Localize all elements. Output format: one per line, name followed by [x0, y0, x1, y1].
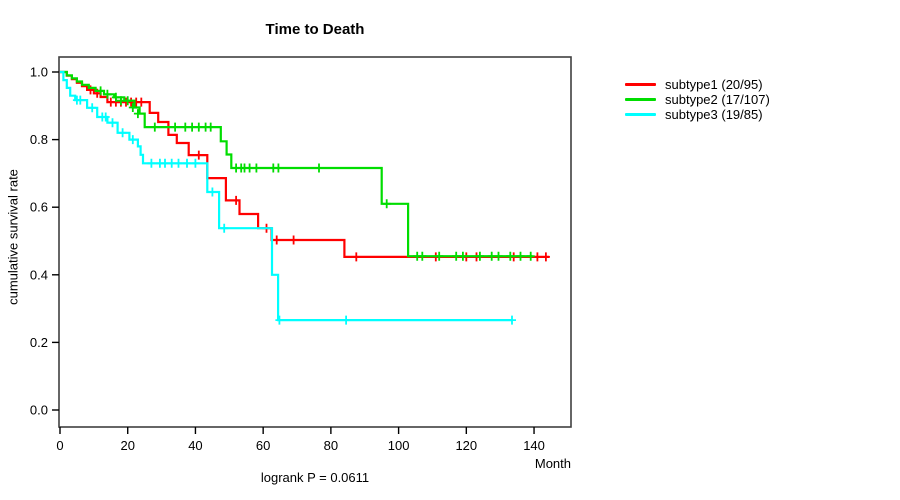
logrank-annotation: logrank P = 0.0611: [260, 470, 370, 485]
legend-item-subtype2: subtype2 (17/107): [625, 92, 770, 107]
y-axis-label: cumulative survival rate: [5, 169, 21, 305]
x-tick-label: 120: [455, 438, 477, 453]
x-axis-label: Month: [534, 456, 571, 471]
x-tick-label: 0: [56, 438, 63, 453]
y-tick-label: 0.4: [30, 267, 48, 282]
x-tick-label: 20: [120, 438, 134, 453]
censor-marks-subtype2: [96, 86, 535, 261]
km-curve-subtype3: [60, 70, 512, 322]
y-tick-label: 0.8: [30, 132, 48, 147]
legend-item-subtype1: subtype1 (20/95): [625, 77, 770, 92]
legend-label-subtype1: subtype1 (20/95): [665, 77, 763, 92]
y-tick-label: 0.0: [30, 403, 48, 418]
x-tick-label: 140: [523, 438, 545, 453]
legend-item-subtype3: subtype3 (19/85): [625, 107, 770, 122]
x-tick-label: 60: [256, 438, 270, 453]
y-tick-label: 1.0: [30, 65, 48, 80]
km-curve-subtype2: [60, 70, 533, 258]
x-tick-label: 100: [388, 438, 410, 453]
km-curve-subtype1: [60, 70, 550, 258]
censor-marks-subtype3: [72, 95, 516, 325]
y-tick-label: 0.2: [30, 335, 48, 350]
subtype2-line-swatch: [625, 98, 656, 101]
legend: subtype1 (20/95) subtype2 (17/107) subty…: [625, 77, 770, 122]
subtype3-line-swatch: [625, 113, 656, 116]
x-tick-label: 80: [324, 438, 338, 453]
legend-label-subtype3: subtype3 (19/85): [665, 107, 763, 122]
plot-title: Time to Death: [265, 21, 365, 38]
x-tick-label: 40: [188, 438, 202, 453]
y-tick-label: 0.6: [30, 200, 48, 215]
plot-border-box: [58, 56, 572, 428]
subtype1-line-swatch: [625, 83, 656, 86]
legend-label-subtype2: subtype2 (17/107): [665, 92, 770, 107]
